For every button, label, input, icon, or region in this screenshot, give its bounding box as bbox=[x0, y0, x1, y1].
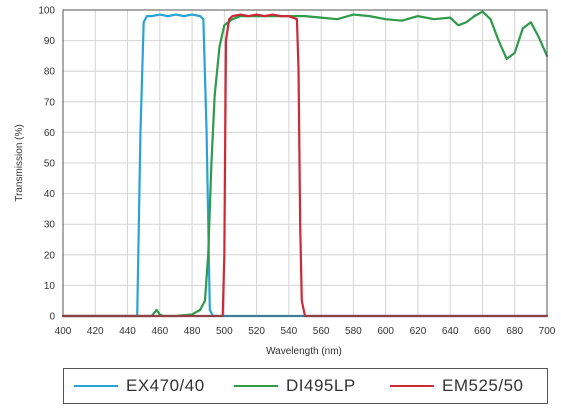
x-tick-label: 640 bbox=[442, 326, 459, 337]
x-tick-label: 500 bbox=[216, 326, 233, 337]
x-tick-label: 580 bbox=[345, 326, 362, 337]
x-tick-label: 600 bbox=[377, 326, 394, 337]
y-tick-label: 80 bbox=[44, 67, 56, 78]
series-lines bbox=[61, 10, 549, 318]
legend-swatch-ex470-40 bbox=[74, 385, 118, 387]
x-tick-label: 560 bbox=[313, 326, 330, 337]
legend-swatch-em525-50 bbox=[390, 385, 434, 387]
x-tick-label: 420 bbox=[87, 326, 104, 337]
legend-item-em525-50: EM525/50 bbox=[390, 369, 524, 403]
y-tick-label: 50 bbox=[44, 159, 56, 170]
legend: EX470/40 DI495LP EM525/50 bbox=[63, 368, 548, 404]
y-tick-label: 0 bbox=[49, 312, 55, 323]
y-tick-label: 90 bbox=[44, 36, 56, 47]
x-tick-label: 660 bbox=[474, 326, 491, 337]
x-tick-label: 520 bbox=[248, 326, 265, 337]
legend-label-ex470-40: EX470/40 bbox=[126, 376, 205, 395]
series-line-ex470-40 bbox=[61, 13, 549, 318]
y-tick-label: 60 bbox=[44, 128, 56, 139]
y-tick-label: 40 bbox=[44, 189, 56, 200]
series-line-di495lp bbox=[61, 10, 549, 318]
legend-item-ex470-40: EX470/40 bbox=[74, 369, 205, 403]
x-tick-labels: 400 420 440 460 480 500 520 540 560 580 600 620 640 6… bbox=[55, 326, 556, 337]
series-line-em525-50 bbox=[61, 13, 549, 318]
legend-swatch-di495lp bbox=[234, 385, 278, 387]
x-tick-label: 400 bbox=[55, 326, 72, 337]
x-tick-label: 620 bbox=[410, 326, 427, 337]
y-tick-label: 100 bbox=[38, 6, 55, 17]
plot-frame bbox=[62, 9, 548, 317]
x-tick-label: 540 bbox=[281, 326, 298, 337]
y-tick-label: 70 bbox=[44, 97, 56, 108]
y-tick-label: 10 bbox=[44, 281, 56, 292]
y-tick-label: 20 bbox=[44, 250, 56, 261]
x-tick-label: 460 bbox=[151, 326, 168, 337]
x-tick-label: 680 bbox=[506, 326, 523, 337]
legend-label-em525-50: EM525/50 bbox=[442, 376, 524, 395]
transmission-chart: 0 10 20 30 40 50 60 70 80 90 100 400 420 440 460 480 50… bbox=[14, 6, 556, 358]
y-tick-labels: 0 10 20 30 40 50 60 70 80 90 100 bbox=[38, 6, 55, 323]
legend-item-di495lp: DI495LP bbox=[234, 369, 356, 403]
legend-label-di495lp: DI495LP bbox=[286, 376, 356, 395]
x-tick-label: 700 bbox=[539, 326, 556, 337]
x-tick-label: 480 bbox=[184, 326, 201, 337]
x-axis-title: Wavelength (nm) bbox=[266, 346, 342, 357]
grid bbox=[63, 10, 547, 316]
x-tick-label: 440 bbox=[119, 326, 136, 337]
y-axis-title: Transmission (%) bbox=[14, 124, 25, 201]
y-tick-label: 30 bbox=[44, 220, 56, 231]
